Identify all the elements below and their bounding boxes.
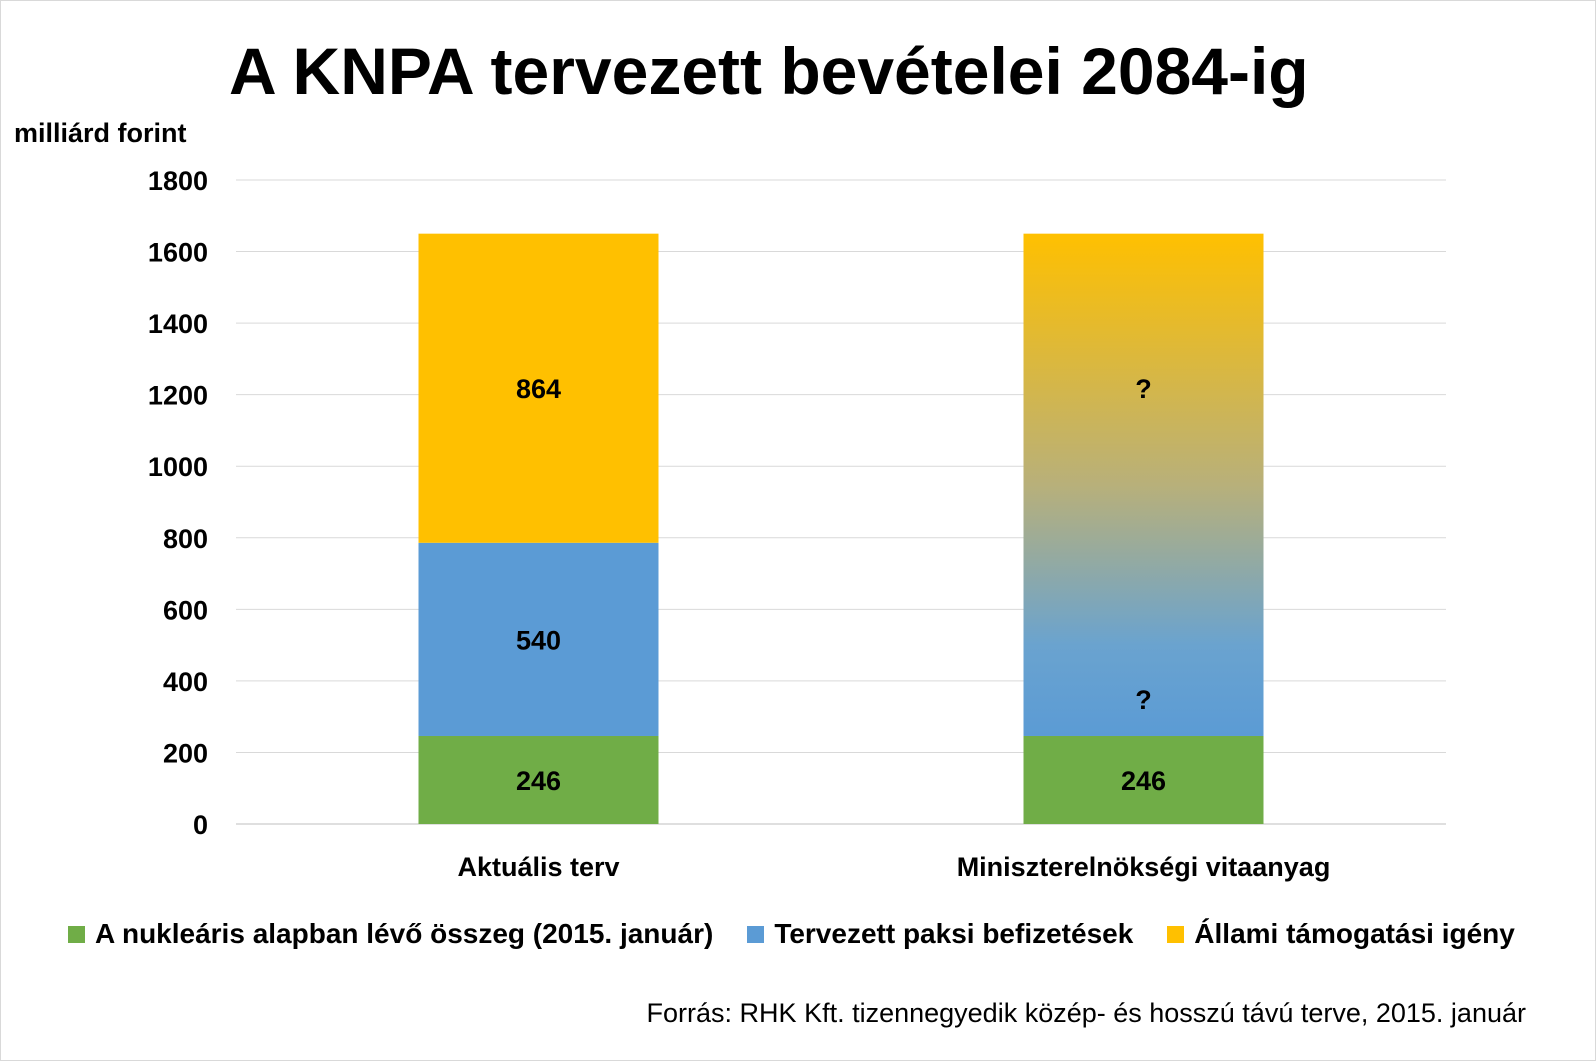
data-label: 864 (516, 374, 561, 404)
legend-label: Állami támogatási igény (1194, 918, 1515, 949)
y-tick-label: 200 (163, 738, 208, 768)
data-label: 246 (516, 766, 561, 796)
y-tick-label: 1600 (148, 238, 208, 268)
data-label: ? (1135, 685, 1152, 715)
bar-segment-uncertain (1023, 233, 1264, 736)
bar-segment (418, 542, 659, 736)
legend-item: A nukleáris alapban lévő összeg (2015. j… (68, 918, 713, 950)
legend-label: Tervezett paksi befizetések (774, 918, 1134, 949)
y-tick-label: 400 (163, 667, 208, 697)
chart-title: A KNPA tervezett bevételei 2084-ig (229, 34, 1309, 108)
y-tick-label: 800 (163, 524, 208, 554)
legend: A nukleáris alapban lévő összeg (2015. j… (68, 912, 1549, 956)
x-category-label: Aktuális terv (457, 852, 619, 882)
legend-label: A nukleáris alapban lévő összeg (2015. j… (95, 918, 714, 949)
legend-item: Tervezett paksi befizetések (747, 918, 1133, 950)
legend-item: Állami támogatási igény (1167, 918, 1515, 950)
x-category-label: Miniszterelnökségi vitaanyag (957, 852, 1331, 882)
chart-plot: 0 200 400 600 800 1000 1200 1400 1600 1800 246 540 8… (148, 166, 1446, 882)
data-label: 246 (1121, 766, 1166, 796)
source-note: Forrás: RHK Kft. tizennegyedik közép- és… (646, 998, 1526, 1028)
legend-swatch (1167, 925, 1185, 943)
y-axis-unit-label: milliárd forint (14, 118, 187, 148)
bar-segment (1023, 735, 1264, 824)
y-tick-label: 600 (163, 595, 208, 625)
legend-swatch (747, 925, 765, 943)
legend-swatch (68, 925, 85, 943)
y-tick-label: 0 (193, 810, 208, 840)
bar-segment (418, 735, 659, 824)
bar-segment (418, 233, 659, 543)
data-label: ? (1135, 374, 1152, 404)
y-tick-label: 1000 (148, 452, 208, 482)
y-tick-label: 1400 (148, 309, 208, 339)
data-label: 540 (516, 625, 561, 655)
y-tick-label: 1200 (148, 381, 208, 411)
y-tick-label: 1800 (148, 166, 208, 196)
